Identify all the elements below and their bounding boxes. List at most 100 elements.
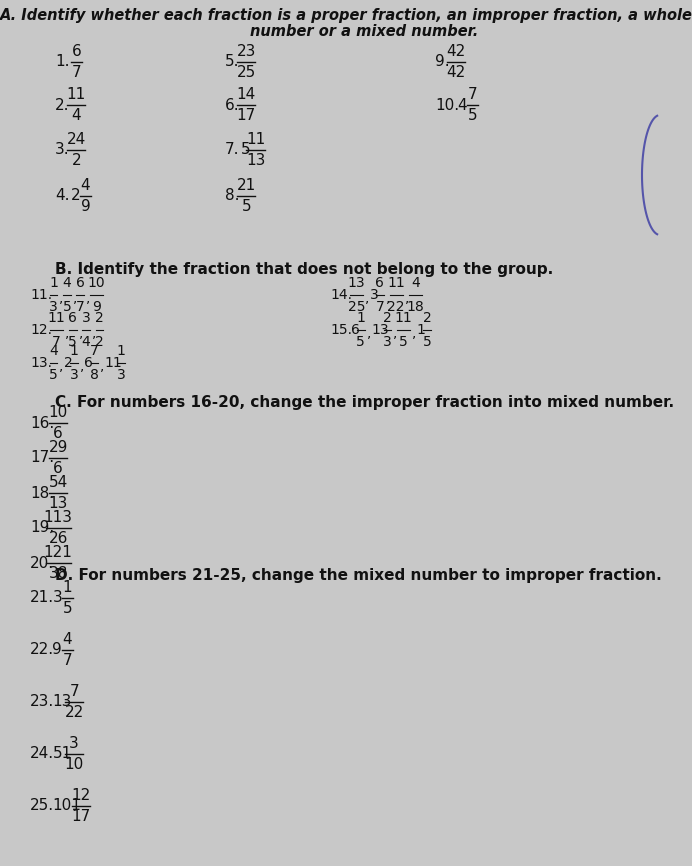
Text: 13: 13 bbox=[246, 153, 265, 168]
Text: ,: , bbox=[60, 359, 64, 373]
Text: 8: 8 bbox=[90, 368, 99, 382]
Text: 5: 5 bbox=[399, 335, 408, 349]
Text: 11: 11 bbox=[66, 87, 86, 101]
Text: 4: 4 bbox=[411, 276, 419, 290]
Text: 42: 42 bbox=[447, 43, 466, 59]
Text: 2: 2 bbox=[71, 153, 81, 168]
Text: 1: 1 bbox=[117, 344, 126, 359]
Text: ,: , bbox=[385, 291, 390, 305]
Text: 17.: 17. bbox=[30, 450, 54, 466]
Text: 18: 18 bbox=[406, 300, 424, 313]
Text: 17: 17 bbox=[71, 810, 91, 824]
Text: ,: , bbox=[405, 291, 409, 305]
Text: 12.: 12. bbox=[30, 323, 52, 337]
Text: 21: 21 bbox=[237, 178, 256, 192]
Text: 3: 3 bbox=[370, 288, 379, 302]
Text: 4.: 4. bbox=[55, 189, 69, 204]
Text: 22: 22 bbox=[388, 300, 405, 313]
Text: 4: 4 bbox=[457, 98, 467, 113]
Text: 7: 7 bbox=[76, 300, 84, 313]
Text: 11: 11 bbox=[395, 311, 412, 326]
Text: 8.: 8. bbox=[225, 189, 239, 204]
Text: 42: 42 bbox=[447, 65, 466, 81]
Text: 7: 7 bbox=[62, 653, 72, 669]
Text: 2: 2 bbox=[64, 356, 73, 370]
Text: 15.: 15. bbox=[330, 323, 352, 337]
Text: 23.: 23. bbox=[30, 695, 54, 709]
Text: 14: 14 bbox=[237, 87, 256, 101]
Text: 2: 2 bbox=[71, 189, 80, 204]
Text: 24: 24 bbox=[66, 132, 86, 146]
Text: 1: 1 bbox=[70, 344, 78, 359]
Text: 17: 17 bbox=[237, 108, 256, 123]
Text: 25: 25 bbox=[237, 65, 256, 81]
Text: 5: 5 bbox=[62, 601, 72, 617]
Text: 24.: 24. bbox=[30, 746, 54, 761]
Text: 2: 2 bbox=[383, 311, 392, 326]
Text: ,: , bbox=[100, 359, 104, 373]
Text: 22.: 22. bbox=[30, 643, 54, 657]
Text: 20.: 20. bbox=[30, 555, 54, 571]
Text: number or a mixed number.: number or a mixed number. bbox=[250, 24, 478, 39]
Text: 16.: 16. bbox=[30, 416, 54, 430]
Text: 5: 5 bbox=[468, 108, 477, 123]
Text: 1: 1 bbox=[49, 276, 58, 290]
Text: 38: 38 bbox=[48, 566, 68, 581]
Text: D. For numbers 21-25, change the mixed number to improper fraction.: D. For numbers 21-25, change the mixed n… bbox=[55, 568, 662, 583]
Text: 12: 12 bbox=[71, 788, 91, 803]
Text: 51: 51 bbox=[53, 746, 72, 761]
Text: 9.: 9. bbox=[435, 55, 450, 69]
Text: 13.: 13. bbox=[30, 356, 52, 370]
Text: 25.: 25. bbox=[30, 798, 54, 813]
Text: 6: 6 bbox=[75, 276, 84, 290]
Text: ,: , bbox=[65, 326, 70, 340]
Text: 11.: 11. bbox=[30, 288, 52, 302]
Text: 6: 6 bbox=[376, 276, 384, 290]
Text: 6: 6 bbox=[71, 43, 81, 59]
Text: ,: , bbox=[367, 326, 371, 340]
Text: 4: 4 bbox=[62, 276, 71, 290]
Text: 3: 3 bbox=[82, 311, 91, 326]
Text: 9: 9 bbox=[53, 643, 62, 657]
Text: 5: 5 bbox=[69, 335, 77, 349]
Text: 11: 11 bbox=[246, 132, 265, 146]
Text: 7: 7 bbox=[71, 65, 81, 81]
Text: 5: 5 bbox=[242, 199, 251, 214]
Text: 26: 26 bbox=[48, 532, 68, 546]
Text: 5: 5 bbox=[241, 143, 251, 158]
Text: 18.: 18. bbox=[30, 486, 54, 501]
Text: 5.: 5. bbox=[225, 55, 239, 69]
Text: 3: 3 bbox=[53, 591, 62, 605]
Text: 13: 13 bbox=[371, 323, 389, 337]
Text: B. Identify the fraction that does not belong to the group.: B. Identify the fraction that does not b… bbox=[55, 262, 553, 277]
Text: 10: 10 bbox=[48, 404, 68, 420]
Text: 6: 6 bbox=[351, 323, 359, 337]
Text: 1: 1 bbox=[417, 323, 426, 337]
Text: 21.: 21. bbox=[30, 591, 54, 605]
Text: 29: 29 bbox=[48, 440, 68, 455]
Text: 121: 121 bbox=[44, 545, 73, 559]
Text: 6: 6 bbox=[53, 426, 63, 442]
Text: 4: 4 bbox=[81, 178, 91, 192]
Text: 6.: 6. bbox=[225, 98, 239, 113]
Text: 3: 3 bbox=[117, 368, 126, 382]
Text: ,: , bbox=[393, 326, 398, 340]
Text: 11: 11 bbox=[388, 276, 405, 290]
Text: 3: 3 bbox=[383, 335, 392, 349]
Text: 101: 101 bbox=[53, 798, 82, 813]
Text: 3: 3 bbox=[49, 300, 58, 313]
Text: 113: 113 bbox=[44, 510, 73, 525]
Text: 9: 9 bbox=[81, 199, 91, 214]
Text: 22: 22 bbox=[64, 705, 84, 721]
Text: 3: 3 bbox=[70, 368, 78, 382]
Text: 10: 10 bbox=[64, 758, 84, 772]
Text: 5: 5 bbox=[356, 335, 365, 349]
Text: ,: , bbox=[86, 291, 91, 305]
Text: 5: 5 bbox=[62, 300, 71, 313]
Text: C. For numbers 16-20, change the improper fraction into mixed number.: C. For numbers 16-20, change the imprope… bbox=[55, 395, 674, 410]
Text: 2: 2 bbox=[95, 311, 104, 326]
Text: 11: 11 bbox=[105, 356, 122, 370]
Text: 23: 23 bbox=[237, 43, 256, 59]
Text: 4: 4 bbox=[49, 344, 58, 359]
Text: 7: 7 bbox=[376, 300, 384, 313]
